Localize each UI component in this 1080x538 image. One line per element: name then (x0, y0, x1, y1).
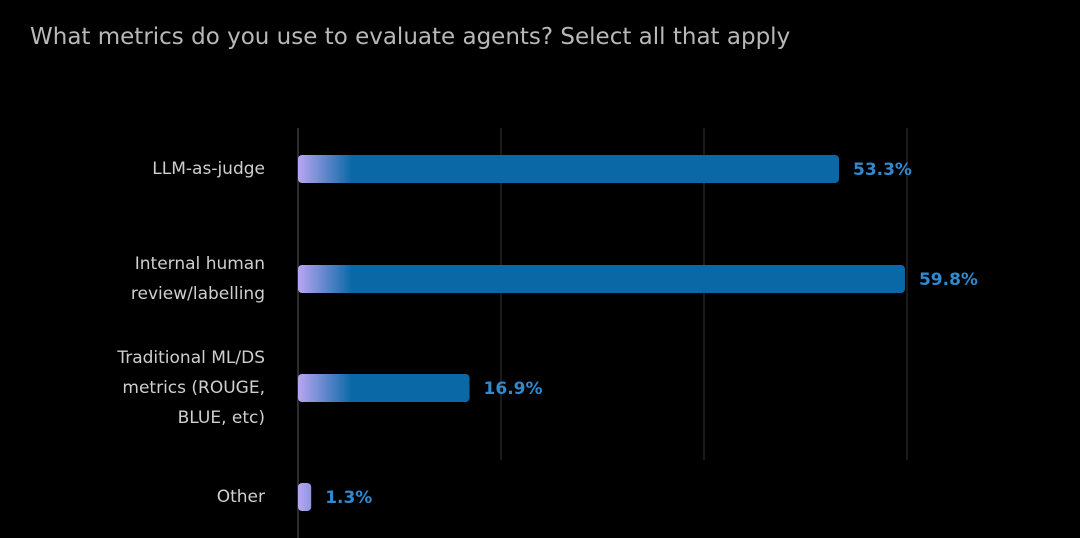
bar (298, 483, 312, 511)
value-label: 1.3% (325, 488, 372, 508)
chart-title: What metrics do you use to evaluate agen… (30, 24, 791, 50)
category-label: Internal human review/labelling (130, 254, 265, 304)
category-label: Other (216, 487, 265, 507)
value-label: 16.9% (484, 379, 543, 399)
bar (298, 265, 905, 293)
value-label: 59.8% (919, 270, 978, 290)
category-label: Traditional ML/DS metrics (ROUGE, BLUE, … (117, 348, 265, 428)
bar (298, 374, 470, 402)
bar (298, 155, 839, 183)
value-label: 53.3% (853, 160, 912, 180)
category-label: LLM-as-judge (152, 159, 265, 179)
